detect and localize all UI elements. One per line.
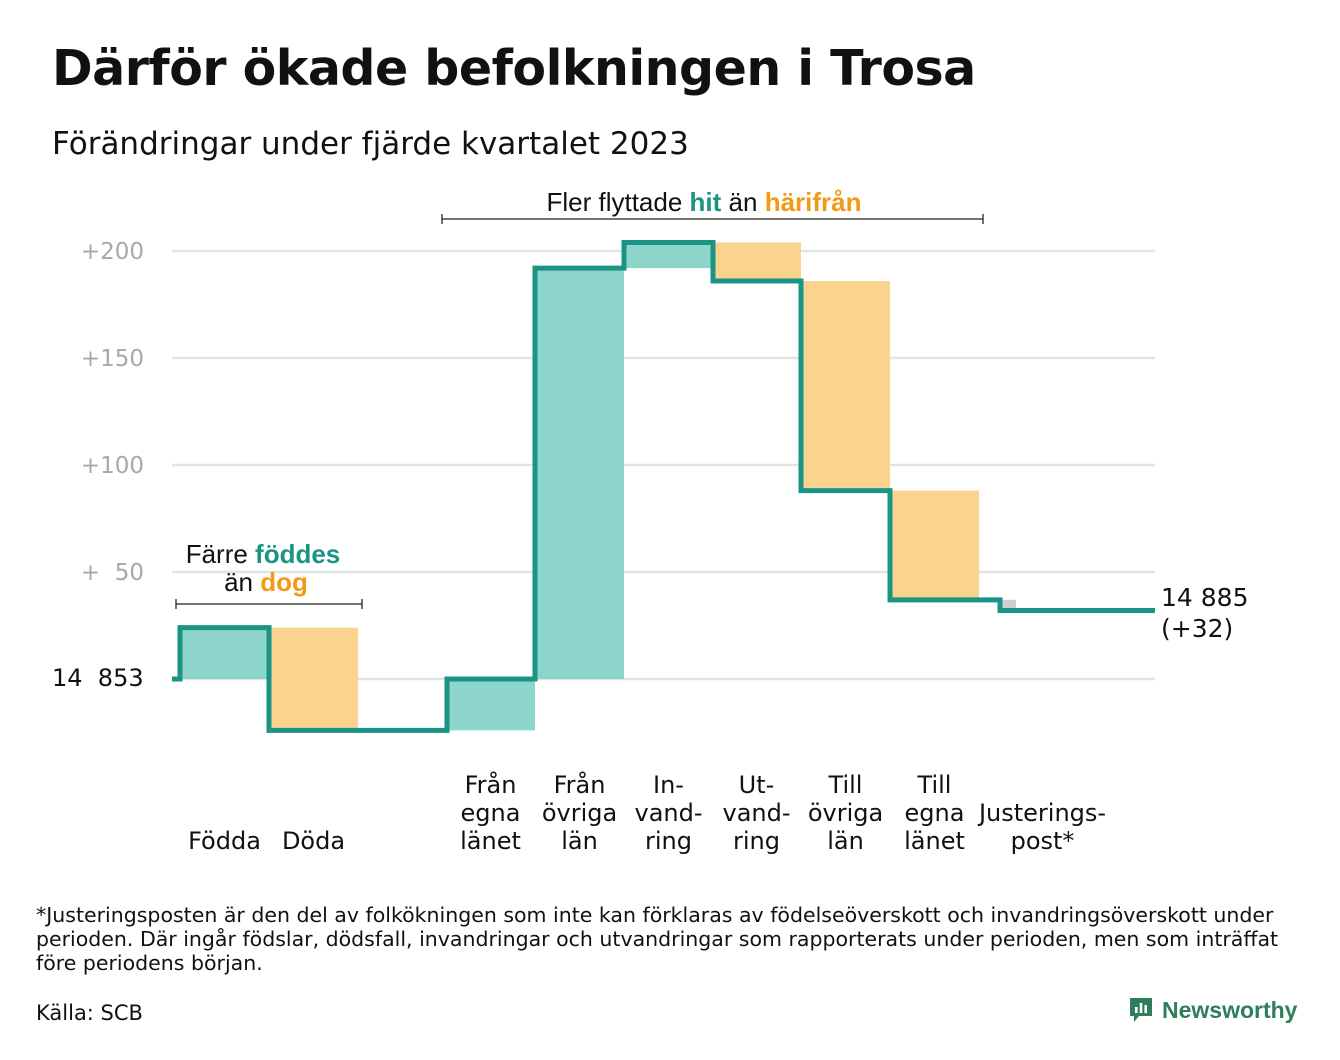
x-category-label: länet	[460, 827, 521, 855]
y-tick-label: +100	[81, 453, 144, 479]
x-category-label: Födda	[188, 827, 261, 855]
x-category-label: Döda	[282, 827, 345, 855]
y-tick-label: +150	[81, 346, 144, 372]
x-category-label: Ut-	[739, 771, 775, 799]
source-label: Källa: SCB	[36, 1001, 143, 1025]
deaths-prefix: än	[224, 567, 260, 597]
x-category-label: ring	[645, 827, 692, 855]
x-category-label: vand-	[722, 799, 790, 827]
x-category-label: Till	[917, 771, 952, 799]
y-tick-labels: +200 +150 +100 + 50	[81, 239, 144, 586]
births-highlight: föddes	[255, 539, 340, 569]
migration-harifran: härifrån	[765, 187, 862, 217]
x-category-label: post*	[1011, 827, 1075, 855]
x-category-label: län	[561, 827, 598, 855]
y-tick-label: +200	[81, 239, 144, 265]
x-category-label: Från	[465, 770, 517, 799]
brand-logo: Newsworthy	[1128, 996, 1297, 1024]
x-category-label: län	[827, 827, 864, 855]
page-subtitle: Förändringar under fjärde kvartalet 2023	[52, 126, 689, 162]
x-category-label: övriga	[542, 799, 617, 827]
x-category-label: Från	[554, 770, 606, 799]
bar-step	[890, 490, 979, 600]
page-title: Därför ökade befolkningen i Trosa	[52, 40, 976, 97]
births-annotation: Färre föddes än dog	[175, 539, 363, 609]
end-label-change: (+32)	[1161, 614, 1233, 643]
x-category-label: Justerings-	[977, 799, 1106, 827]
x-category-label: egna	[461, 799, 521, 827]
bar-step	[180, 627, 269, 679]
bar-step	[269, 627, 358, 731]
x-category-label: In-	[653, 771, 684, 799]
bar-step	[801, 280, 890, 491]
end-label-value: 14 885	[1161, 583, 1248, 612]
svg-text:Fler flyttade hit än härifrån: Fler flyttade hit än härifrån	[546, 187, 861, 217]
bar-step	[624, 242, 713, 269]
brand-name: Newsworthy	[1162, 996, 1298, 1023]
migration-middle: än	[721, 187, 764, 217]
migration-hit: hit	[690, 187, 722, 217]
step-line	[172, 239, 1155, 733]
svg-text:Färre föddes: Färre föddes	[186, 539, 341, 569]
x-category-label: övriga	[808, 799, 883, 827]
newsworthy-logo-icon	[1130, 998, 1152, 1022]
waterfall-chart: +200+150+100+ 50 Födda DödaFrånegnalänetF…	[52, 187, 1248, 855]
x-category-label: egna	[905, 799, 965, 827]
births-prefix: Färre	[186, 539, 255, 569]
x-category-label: länet	[904, 827, 965, 855]
footnote: *Justeringsposten är den del av folkökni…	[36, 903, 1279, 975]
x-category-label: Till	[828, 771, 863, 799]
svg-text:än dog: än dog	[224, 567, 308, 597]
migration-annotation: Fler flyttade hit än härifrån	[441, 187, 984, 224]
x-category-labels: Födda DödaFrånegnalänetFrånövrigalänIn-va…	[188, 770, 1106, 855]
bar-step	[712, 242, 801, 281]
bar-step	[446, 679, 535, 731]
y-tick-label: + 50	[81, 560, 144, 586]
deaths-highlight: dog	[260, 567, 308, 597]
x-category-label: ring	[733, 827, 780, 855]
x-category-label: vand-	[634, 799, 702, 827]
grid-lines	[172, 249, 1155, 681]
bars	[180, 242, 1016, 731]
migration-prefix: Fler flyttade	[546, 187, 689, 217]
baseline-label: 14 853	[52, 664, 144, 692]
bar-step	[1000, 599, 1016, 611]
bar-step	[535, 268, 624, 679]
